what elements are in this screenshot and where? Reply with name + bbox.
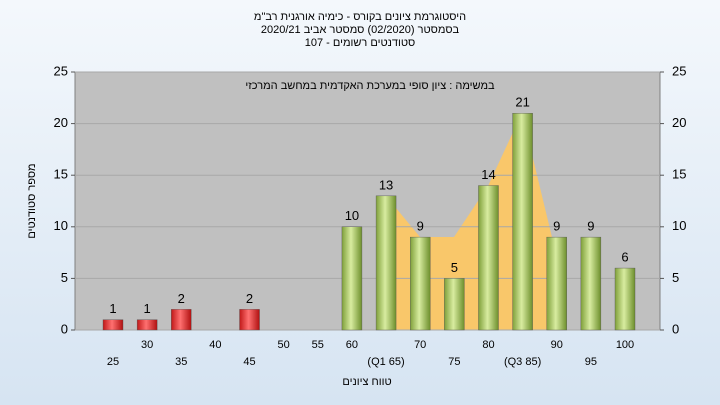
y2-tick-label: 0 — [672, 321, 679, 336]
y-tick-label: 10 — [54, 218, 68, 233]
y2-tick-label: 5 — [672, 270, 679, 285]
y-tick-label: 25 — [54, 63, 68, 78]
bar — [171, 309, 192, 331]
data-label: 2 — [246, 291, 253, 306]
x-tick-label: 60 — [346, 339, 358, 351]
data-label: 13 — [379, 177, 393, 192]
bar — [375, 195, 397, 331]
data-label: 14 — [481, 167, 495, 182]
bar — [102, 319, 124, 331]
x-tick-label: 40 — [209, 339, 221, 351]
y-tick-label: 5 — [61, 270, 68, 285]
bar — [512, 113, 533, 331]
x-tick-label: 80 — [482, 339, 494, 351]
data-label: 1 — [109, 301, 116, 316]
x-tick-label: 30 — [141, 339, 153, 351]
x-tick-label: 100 — [616, 339, 634, 351]
x-tick-label: 55 — [312, 339, 324, 351]
data-label: 10 — [345, 208, 359, 223]
x-tick-label: 90 — [551, 339, 563, 351]
x-axis-label: טווח ציונים — [342, 376, 391, 388]
x-tick-label: 35 — [175, 356, 187, 368]
x-tick-label: (Q3 85) — [504, 356, 541, 368]
data-label: 9 — [587, 219, 594, 234]
data-label: 21 — [515, 95, 529, 110]
x-tick-label: (Q1 65) — [367, 356, 404, 368]
y2-tick-label: 20 — [672, 115, 686, 130]
bar — [239, 309, 260, 331]
y2-tick-label: 10 — [672, 218, 686, 233]
x-tick-label: 95 — [585, 356, 597, 368]
data-label: 6 — [621, 250, 628, 265]
x-tick-label: 45 — [243, 356, 255, 368]
data-label: 5 — [451, 260, 458, 275]
y-tick-label: 20 — [54, 115, 68, 130]
bar — [341, 226, 363, 331]
y2-tick-label: 15 — [672, 167, 686, 182]
plot-area — [74, 71, 661, 331]
annotation: במשימה : ציון סופי במערכת האקדמית במחשב … — [245, 80, 495, 92]
x-tick-label: 25 — [107, 356, 119, 368]
chart-subtitle: בסמסטר (02/2020) סמסטר אביב 2020/21 — [261, 24, 460, 36]
data-label: 9 — [553, 219, 560, 234]
bar — [136, 319, 158, 331]
bar — [546, 236, 567, 331]
x-tick-label: 50 — [278, 339, 290, 351]
data-label: 2 — [178, 291, 185, 306]
chart-title: היסטוגרמת ציונים בקורס - כימיה אורגנית ר… — [254, 11, 466, 23]
x-tick-label: 75 — [448, 356, 460, 368]
data-label: 9 — [417, 219, 424, 234]
data-label: 1 — [144, 301, 151, 316]
chart-subtitle: סטודנטים רשומים - 107 — [305, 37, 416, 49]
y2-tick-label: 25 — [672, 63, 686, 78]
bar — [444, 278, 465, 331]
bar — [478, 185, 499, 331]
x-tick-label: 70 — [414, 339, 426, 351]
bar — [410, 236, 431, 331]
y-tick-label: 0 — [61, 321, 68, 336]
bar — [580, 236, 602, 331]
bar — [614, 267, 636, 331]
y-tick-label: 15 — [54, 167, 68, 182]
y-axis-label: מספר סטודנטים — [26, 163, 38, 238]
